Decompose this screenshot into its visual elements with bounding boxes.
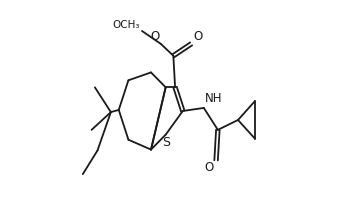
Text: NH: NH	[205, 92, 222, 105]
Text: S: S	[162, 137, 170, 149]
Text: O: O	[193, 30, 203, 43]
Text: OCH₃: OCH₃	[113, 20, 140, 30]
Text: O: O	[205, 161, 214, 174]
Text: O: O	[150, 30, 160, 43]
